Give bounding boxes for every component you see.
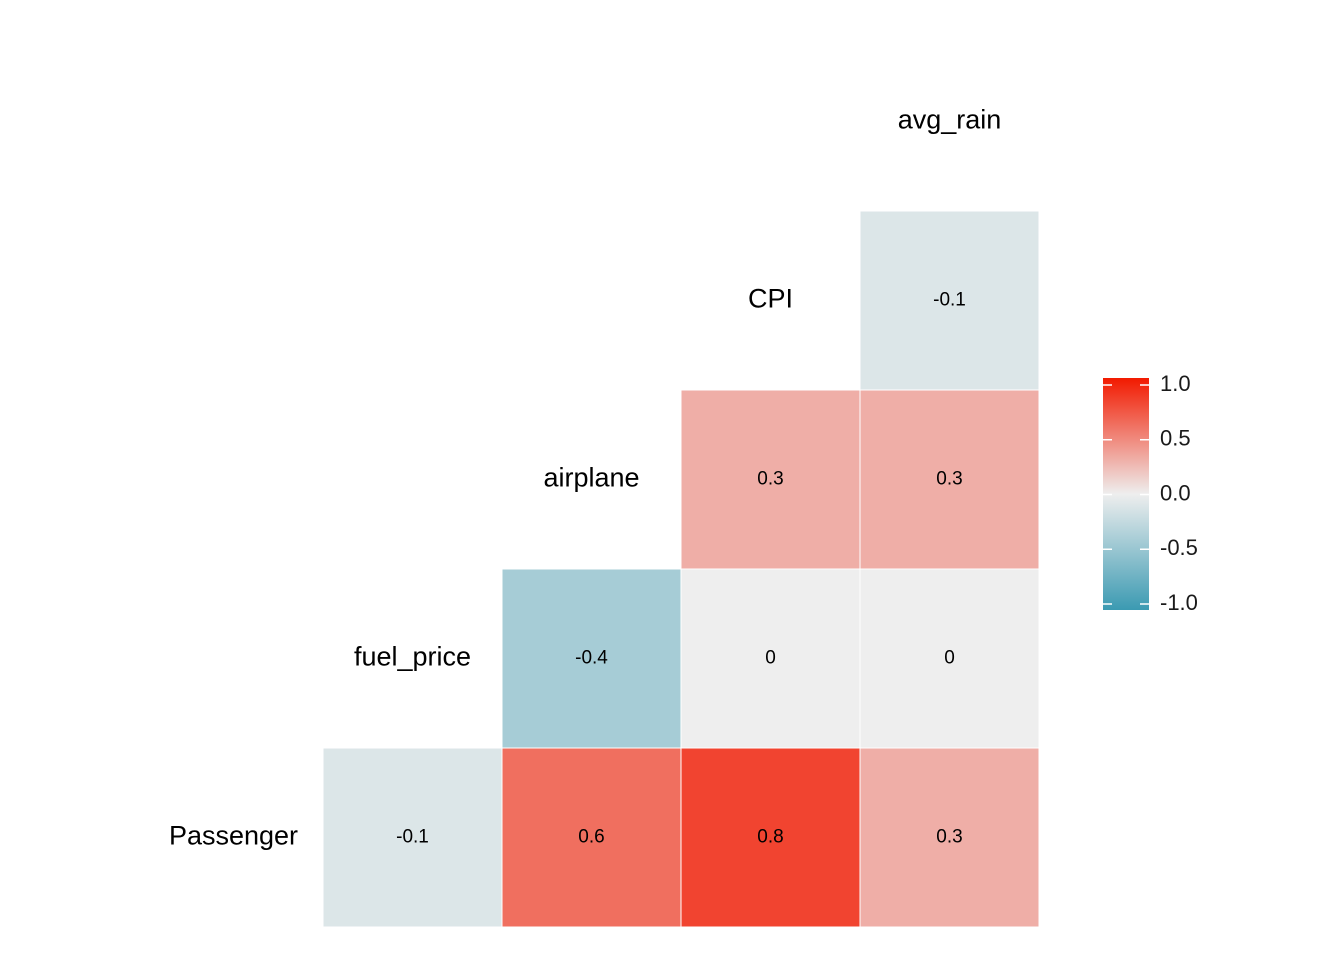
cell-value-label: -0.1 — [933, 290, 966, 311]
heatmap-cell — [322, 747, 503, 928]
heatmap-cell — [501, 568, 682, 749]
legend-tick-label: -1.0 — [1160, 590, 1198, 615]
cell-value-label: 0.6 — [578, 827, 604, 848]
variable-label: Passenger — [169, 821, 298, 851]
cell-value-label: 0.3 — [936, 469, 962, 490]
variable-label: CPI — [748, 284, 793, 314]
cell-value-label: 0.3 — [757, 469, 783, 490]
cell-value-label: 0 — [765, 648, 776, 669]
legend-tick-label: 0.0 — [1160, 480, 1191, 505]
variable-label: avg_rain — [898, 105, 1002, 135]
variable-label: fuel_price — [354, 642, 471, 672]
variable-label: airplane — [543, 463, 639, 493]
cell-value-label: 0.8 — [757, 827, 783, 848]
heatmap-cell — [680, 568, 861, 749]
cell-value-label: 0.3 — [936, 827, 962, 848]
heatmap-cell — [859, 389, 1040, 570]
heatmap-cell — [859, 568, 1040, 749]
heatmap-cell — [501, 747, 682, 928]
legend-tick-label: -0.5 — [1160, 535, 1198, 560]
legend-tick-label: 1.0 — [1160, 371, 1191, 396]
cell-value-label: -0.1 — [396, 827, 429, 848]
heatmap-cell — [859, 747, 1040, 928]
heatmap-cell — [859, 210, 1040, 391]
cell-value-label: 0 — [944, 648, 955, 669]
cell-value-label: -0.4 — [575, 648, 608, 669]
heatmap-cell — [680, 389, 861, 570]
legend-tick-label: 0.5 — [1160, 426, 1191, 451]
